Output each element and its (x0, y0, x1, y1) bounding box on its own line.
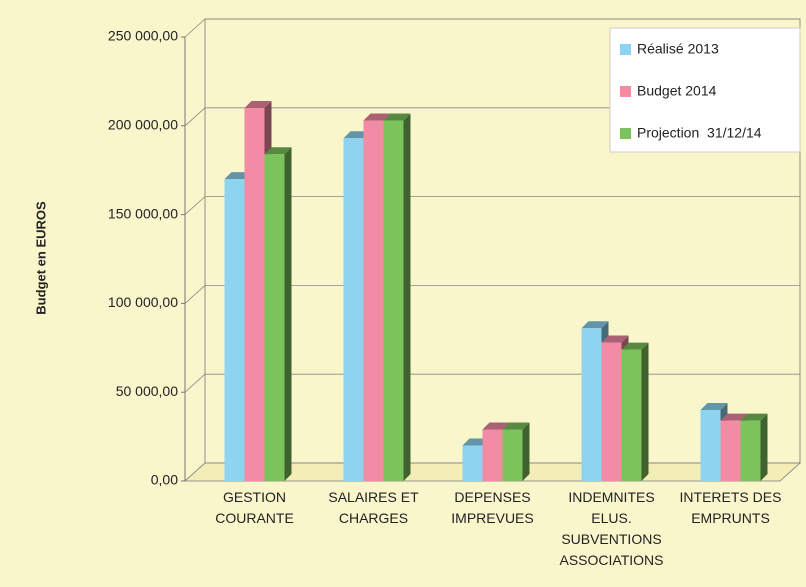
bar-top (244, 101, 272, 109)
x-tick-label: INTERETS DES EMPRUNTS (679, 489, 782, 526)
bar-front (700, 409, 721, 481)
bar-top (700, 402, 728, 410)
bar-side (284, 147, 292, 481)
bar-front (482, 429, 503, 481)
bar (502, 422, 530, 481)
bar-front (740, 420, 761, 481)
grid-line (184, 107, 800, 127)
y-tick-label: 150 000,00 (108, 205, 178, 221)
bar-front (264, 154, 285, 481)
x-tick-label: GESTION COURANTE (215, 489, 294, 526)
bar (264, 147, 292, 481)
legend-swatch (620, 44, 631, 55)
bar-top (383, 113, 411, 121)
y-tick-label: 50 000,00 (116, 383, 178, 399)
legend-box (609, 27, 801, 153)
x-tick-label: INDEMNITES ELUS. SUBVENTIONS ASSOCIATION… (559, 489, 664, 568)
grid-line (184, 18, 800, 38)
bar-front (601, 342, 622, 481)
bar-top (482, 422, 510, 430)
legend-label: Budget 2014 (637, 83, 717, 99)
legend-label: Réalisé 2013 (637, 41, 719, 57)
bar-front (462, 445, 483, 481)
bar (740, 413, 768, 481)
bar-side (522, 422, 530, 481)
grid-line (184, 196, 800, 215)
bar-front (343, 138, 364, 481)
bar (383, 113, 411, 482)
bar-front (581, 328, 602, 481)
bar-top (601, 335, 629, 343)
bar-top (264, 147, 292, 155)
legend-label: Projection 31/12/14 (637, 125, 762, 141)
y-tick-label: 200 000,00 (108, 117, 178, 133)
legend-swatch (620, 86, 631, 97)
bar (621, 342, 649, 481)
bar-top (502, 422, 530, 430)
bar-top (581, 321, 609, 329)
x-tick-label: SALAIRES ET CHARGES (328, 489, 419, 526)
bar-top (621, 342, 649, 350)
bar-top (740, 413, 768, 421)
bar-front (720, 420, 741, 481)
bar-front (244, 108, 265, 481)
grid-line (184, 284, 800, 304)
bar-top (363, 113, 391, 121)
bar-front (383, 120, 404, 482)
bar-side (641, 342, 649, 481)
y-axis-label: Budget en EUROS (33, 201, 48, 315)
bar-front (224, 179, 245, 481)
bar-front (621, 349, 642, 481)
bar-side (760, 413, 768, 481)
y-tick-label: 250 000,00 (108, 28, 178, 44)
y-tick-label: 0,00 (151, 472, 178, 488)
bar-top (720, 413, 748, 421)
bar-front (502, 429, 523, 481)
legend-swatch (620, 128, 631, 139)
bar-front (363, 120, 384, 482)
y-tick-label: 100 000,00 (108, 294, 178, 310)
bar-side (403, 113, 411, 482)
x-tick-label: DEPENSES IMPREVUES (451, 489, 534, 526)
